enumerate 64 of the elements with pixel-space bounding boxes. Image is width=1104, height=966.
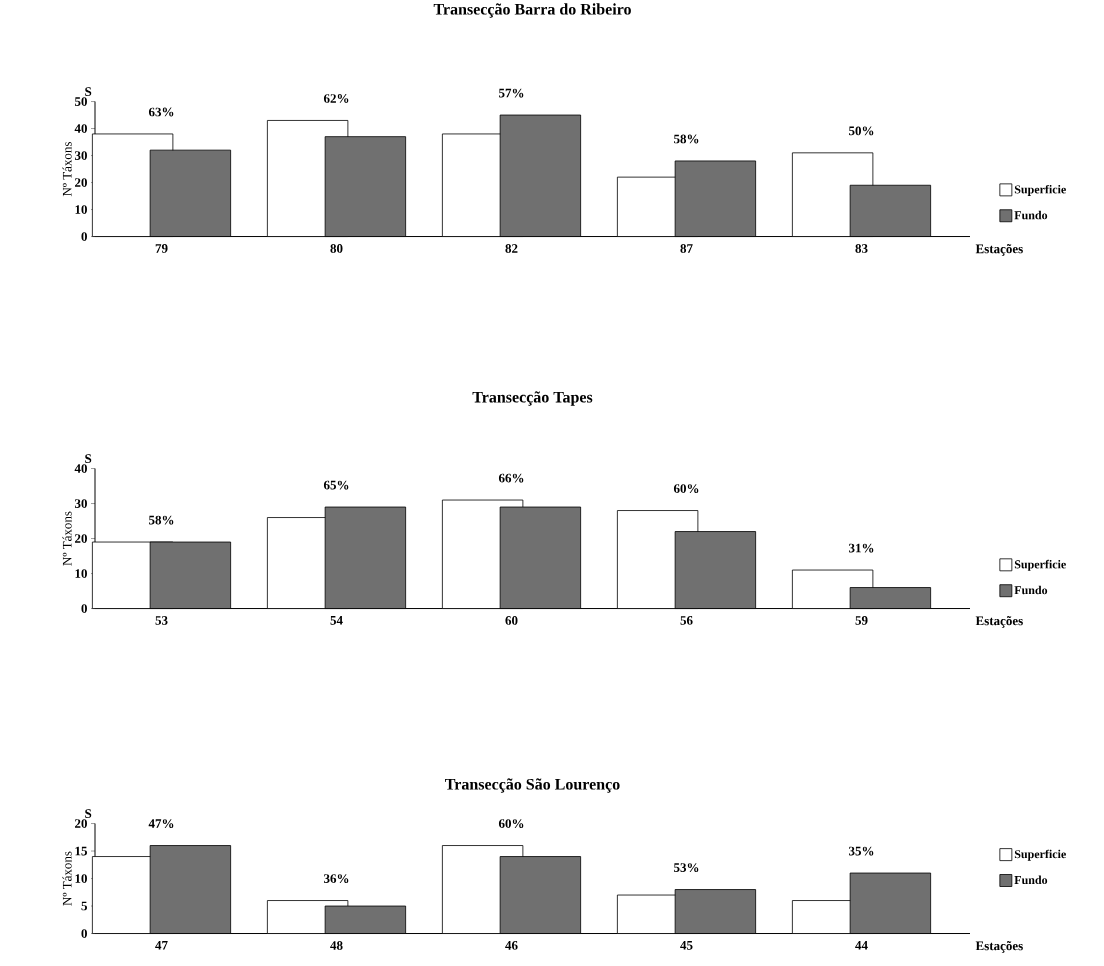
x-tick-label: 79 xyxy=(155,244,168,254)
annotation: 66% xyxy=(498,473,524,483)
text: 57% xyxy=(499,88,524,98)
x-axis-title: Estações xyxy=(975,616,1023,629)
y-tick-label: 20 xyxy=(75,819,87,829)
y-tick-label: 10 xyxy=(75,569,87,579)
y-tick-label: 50 xyxy=(74,97,87,107)
annotation: 50% xyxy=(849,126,874,136)
legend-label: Fundo xyxy=(1014,586,1048,595)
y-tick-label: 30 xyxy=(74,151,87,161)
annotation: 58% xyxy=(674,134,699,144)
annotation: 47% xyxy=(148,819,174,829)
chart-title: Transecção Tapes xyxy=(472,391,593,407)
x-tick-label: 59 xyxy=(855,616,868,626)
x-tick-label: 53 xyxy=(155,616,168,626)
x-tick-label: 54 xyxy=(330,616,343,625)
y-tick-label: 40 xyxy=(74,464,87,474)
y-tick-label: 10 xyxy=(75,874,87,884)
legend-label: Superficie xyxy=(1014,560,1066,572)
annotation: 35% xyxy=(848,846,874,856)
y-tick-label: 20 xyxy=(75,178,87,188)
chart-title: Transecção Barra do Ribeiro xyxy=(433,3,631,18)
annotation: 60% xyxy=(498,819,524,829)
y-tick-label: 40 xyxy=(74,124,87,134)
y-tick-label: 10 xyxy=(75,205,87,215)
annotation: 36% xyxy=(323,874,349,884)
x-tick-label: 56 xyxy=(680,616,693,626)
y-tick-label: 20 xyxy=(75,534,87,544)
y-axis-title: Nº Táxons xyxy=(62,142,72,197)
x-tick-label: 83 xyxy=(855,244,868,254)
y-axis-title: Nº Táxons xyxy=(62,851,72,906)
x-tick-label: 87 xyxy=(680,244,693,254)
x-tick-label: 82 xyxy=(505,244,518,254)
annotation: 60% xyxy=(673,484,699,494)
y-tick-label: 0 xyxy=(81,604,87,614)
y-tick-label: 0 xyxy=(81,232,87,242)
chart-title: Transecção São Lourenço xyxy=(445,778,620,793)
legend-label: Fundo xyxy=(1014,875,1048,885)
x-axis-title: Estações xyxy=(975,244,1023,257)
legend-label: Superficie xyxy=(1014,849,1066,861)
x-axis-title: Estações xyxy=(975,941,1023,954)
annotation: 63% xyxy=(148,107,174,117)
y-tick-label: 30 xyxy=(74,499,87,509)
annotation: 53% xyxy=(674,863,699,873)
annotation: 65% xyxy=(323,480,349,490)
annotation: 58% xyxy=(149,515,174,525)
legend-label: Fundo xyxy=(1014,211,1048,220)
y-axis-title: Nº Táxons xyxy=(62,511,72,566)
legend-label: Superficie xyxy=(1014,185,1066,197)
x-tick-label: 45 xyxy=(680,941,693,950)
y-tick-label: 15 xyxy=(75,846,87,856)
text: S xyxy=(85,809,92,819)
annotation: 62% xyxy=(323,94,349,104)
x-tick-label: 44 xyxy=(855,941,868,950)
text: S xyxy=(85,87,92,97)
x-tick-label: 48 xyxy=(330,941,343,951)
text: S xyxy=(85,454,92,464)
annotation: 31% xyxy=(848,543,874,553)
x-tick-label: 80 xyxy=(330,244,343,254)
x-tick-label: 46 xyxy=(505,941,518,951)
y-tick-label: 5 xyxy=(81,901,87,911)
x-tick-label: 47 xyxy=(155,941,168,950)
x-tick-label: 60 xyxy=(505,616,518,626)
y-tick-label: 0 xyxy=(81,929,87,939)
